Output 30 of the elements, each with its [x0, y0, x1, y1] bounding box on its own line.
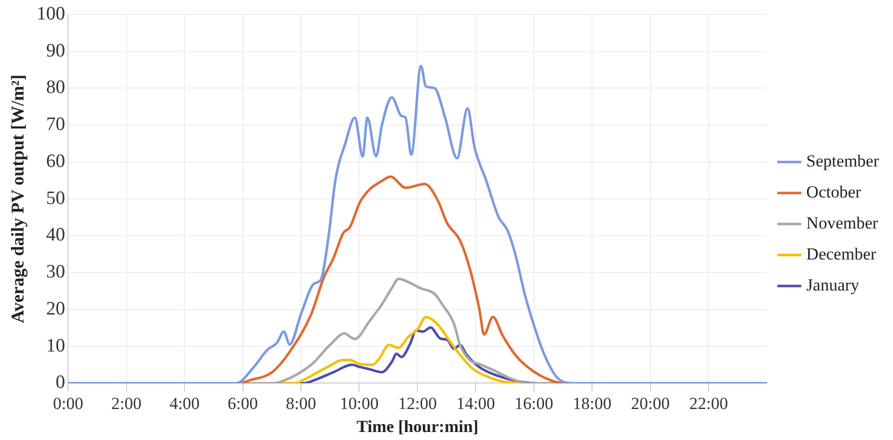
x-tick-label: 18:00: [572, 394, 612, 413]
x-tick-label: 10:00: [340, 394, 379, 413]
legend-label: November: [806, 213, 878, 232]
x-tick-label: 8:00: [286, 394, 316, 413]
x-tick-label: 20:00: [630, 394, 670, 413]
y-tick-label: 20: [46, 298, 66, 320]
x-tick-label: 6:00: [228, 394, 258, 413]
x-tick-label: 14:00: [456, 394, 496, 413]
legend-label: December: [806, 244, 876, 264]
y-tick-label: 70: [46, 114, 66, 136]
y-tick-label: 90: [46, 40, 66, 62]
x-tick-label: 0:00: [52, 394, 84, 413]
y-axis-title: Average daily PV output [W/m²]: [7, 74, 28, 324]
y-tick-label: 40: [46, 224, 66, 246]
y-tick-label: 10: [46, 335, 66, 356]
y-tick-label: 60: [46, 150, 66, 172]
y-tick-label: 50: [46, 188, 66, 209]
x-axis-title: Time [hour:min]: [356, 417, 478, 436]
x-tick-label: 12:00: [398, 394, 437, 413]
x-tick-label: 4:00: [169, 394, 200, 413]
y-tick-label: 100: [36, 3, 66, 24]
y-tick-label: 30: [46, 262, 66, 283]
x-tick-label: 2:00: [111, 394, 142, 413]
legend-label: January: [806, 275, 860, 294]
y-tick-label: 0: [56, 372, 66, 394]
x-tick-label: 16:00: [514, 394, 554, 413]
y-tick-label: 80: [46, 77, 66, 98]
legend-label: October: [806, 182, 862, 202]
legend-label: September: [806, 151, 880, 170]
x-tick-label: 22:00: [689, 394, 728, 413]
